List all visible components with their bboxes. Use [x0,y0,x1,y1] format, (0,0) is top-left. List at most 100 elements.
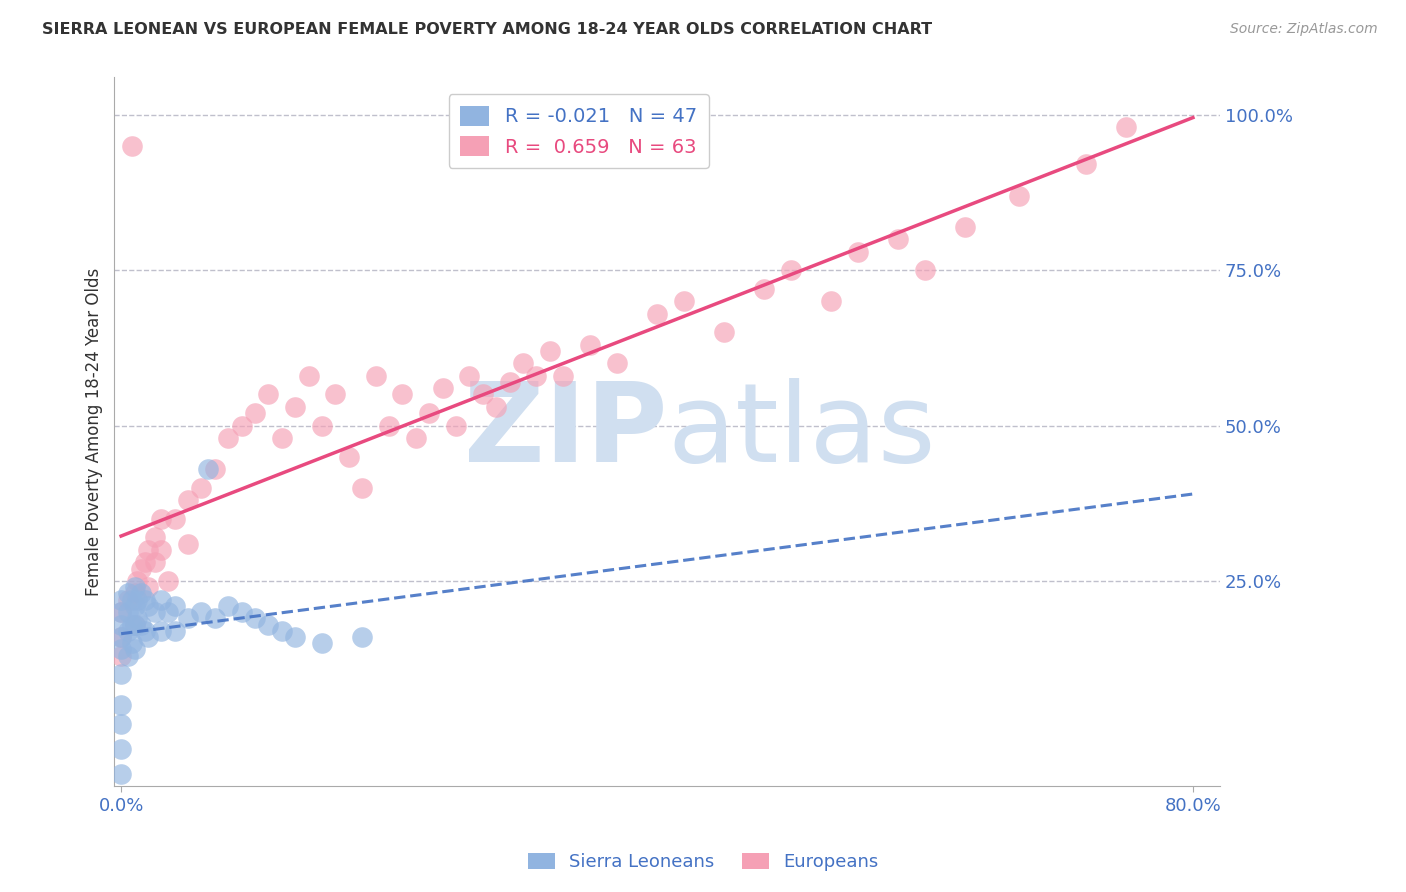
Point [352,481,374,495]
Point [325,387,347,401]
Point [143,605,166,619]
Y-axis label: Female Poverty Among 18-24 Year Olds: Female Poverty Among 18-24 Year Olds [86,268,103,596]
Point [117,648,139,663]
Point [672,294,695,309]
Point [432,381,454,395]
Point [352,630,374,644]
Point [471,387,494,401]
Point [129,617,152,632]
Point [156,574,179,588]
Point [1008,188,1031,202]
Point [270,624,292,638]
Point [498,375,520,389]
Point [444,418,467,433]
Point [270,431,292,445]
Point [163,599,186,613]
Point [1115,120,1137,135]
Point [163,624,186,638]
Point [204,611,226,625]
Point [110,648,132,663]
Point [231,418,253,433]
Point [124,642,146,657]
Point [124,586,146,600]
Point [485,400,508,414]
Point [378,418,401,433]
Legend: R = -0.021   N = 47, R =  0.659   N = 63: R = -0.021 N = 47, R = 0.659 N = 63 [449,95,709,169]
Point [538,343,561,358]
Point [579,337,602,351]
Point [197,462,219,476]
Point [136,542,159,557]
Point [204,462,226,476]
Point [257,387,280,401]
Point [217,431,239,445]
Point [117,592,139,607]
Point [110,766,132,780]
Point [143,531,166,545]
Point [311,636,333,650]
Point [163,512,186,526]
Point [127,574,149,588]
Point [364,368,387,383]
Point [150,592,173,607]
Point [136,599,159,613]
Point [121,138,143,153]
Point [129,561,152,575]
Point [645,307,668,321]
Point [129,586,152,600]
Point [257,617,280,632]
Point [405,431,427,445]
Point [110,605,132,619]
Point [190,605,212,619]
Point [418,406,440,420]
Point [127,592,149,607]
Point [124,580,146,594]
Point [136,580,159,594]
Text: atlas: atlas [666,378,935,485]
Point [391,387,413,401]
Point [117,586,139,600]
Point [124,599,146,613]
Point [820,294,842,309]
Text: ZIP: ZIP [464,378,666,485]
Text: Source: ZipAtlas.com: Source: ZipAtlas.com [1230,22,1378,37]
Point [134,624,156,638]
Point [243,611,266,625]
Point [143,555,166,569]
Point [553,368,575,383]
Point [150,542,173,557]
Point [150,512,173,526]
Point [243,406,266,420]
Point [231,605,253,619]
Point [914,263,936,277]
Point [754,282,776,296]
Point [887,232,910,246]
Point [1074,157,1097,171]
Point [150,624,173,638]
Point [110,667,132,681]
Point [177,537,200,551]
Point [217,599,239,613]
Point [713,326,735,340]
Point [606,356,628,370]
Point [298,368,321,383]
Point [134,592,156,607]
Point [526,368,548,383]
Point [190,481,212,495]
Point [110,698,132,713]
Point [110,642,132,657]
Point [512,356,534,370]
Point [127,611,149,625]
Point [124,617,146,632]
Point [121,592,143,607]
Point [458,368,481,383]
Point [780,263,803,277]
Point [110,592,132,607]
Point [177,611,200,625]
Legend: Sierra Leoneans, Europeans: Sierra Leoneans, Europeans [520,846,886,879]
Point [134,555,156,569]
Point [124,617,146,632]
Point [311,418,333,433]
Point [110,605,132,619]
Point [110,742,132,756]
